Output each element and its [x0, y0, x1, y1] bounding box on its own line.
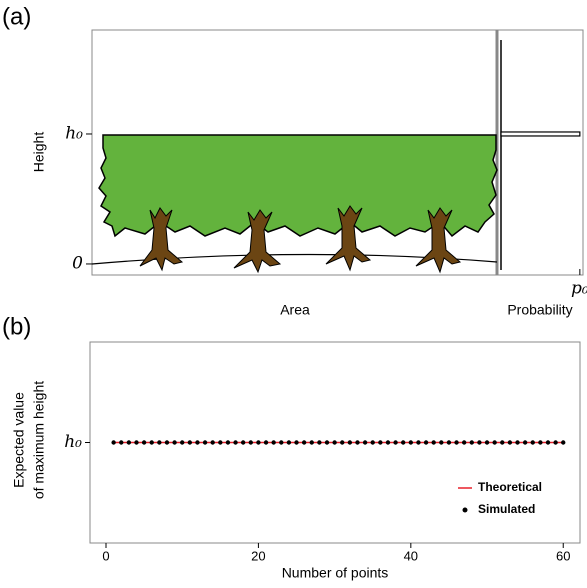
point [317, 440, 321, 444]
point [111, 440, 115, 444]
point [431, 440, 435, 444]
point [233, 440, 237, 444]
point [485, 440, 489, 444]
point [386, 440, 390, 444]
y-axis-label: Expected value [11, 392, 27, 488]
point [454, 440, 458, 444]
point [355, 440, 359, 444]
point [416, 440, 420, 444]
x2-axis-label: Probability [507, 302, 572, 318]
probability-bar [501, 132, 580, 136]
panel-label: (b) [2, 313, 31, 340]
y-axis-label: Height [31, 132, 47, 173]
point [363, 440, 367, 444]
point [195, 440, 199, 444]
point [210, 440, 214, 444]
point [508, 440, 512, 444]
point [279, 440, 283, 444]
point [409, 440, 413, 444]
point [264, 440, 268, 444]
point [325, 440, 329, 444]
legend-label: Theoretical [478, 480, 542, 494]
point [241, 440, 245, 444]
x-axis-label: Area [280, 302, 310, 318]
panel-label: (a) [2, 3, 31, 30]
x2-tick-label: p₀ [571, 279, 587, 299]
x-axis-label: Number of points [282, 565, 389, 581]
point [538, 440, 542, 444]
point [188, 440, 192, 444]
point [424, 440, 428, 444]
point [150, 440, 154, 444]
point [119, 440, 123, 444]
y-axis-label: of maximum height [31, 381, 47, 499]
point [515, 440, 519, 444]
point [393, 440, 397, 444]
y-tick-label: h₀ [64, 432, 82, 452]
point [165, 440, 169, 444]
figure: (a) Height Area Probability (b) Number o… [0, 0, 587, 588]
x-tick-label: 40 [404, 548, 418, 563]
point [348, 440, 352, 444]
legend-label: Simulated [478, 502, 535, 516]
point [256, 440, 260, 444]
y-tick-label: 0 [72, 253, 83, 273]
point [553, 440, 557, 444]
point [310, 440, 314, 444]
point [477, 440, 481, 444]
point [401, 440, 405, 444]
point [294, 440, 298, 444]
point [340, 440, 344, 444]
point [523, 440, 527, 444]
point [172, 440, 176, 444]
point [302, 440, 306, 444]
probability-frame [497, 30, 583, 275]
point [203, 440, 207, 444]
point [142, 440, 146, 444]
point [249, 440, 253, 444]
point [546, 440, 550, 444]
point [332, 440, 336, 444]
point [371, 440, 375, 444]
point [218, 440, 222, 444]
point [378, 440, 382, 444]
point [439, 440, 443, 444]
point [287, 440, 291, 444]
point [500, 440, 504, 444]
point [492, 440, 496, 444]
point [531, 440, 535, 444]
point [180, 440, 184, 444]
point [462, 440, 466, 444]
point [561, 440, 565, 444]
point [447, 440, 451, 444]
point [127, 440, 131, 444]
x-tick-label: 0 [102, 548, 109, 563]
x-tick-label: 60 [556, 548, 570, 563]
point [157, 440, 161, 444]
legend-swatch [463, 508, 468, 513]
y-tick-label: h₀ [65, 123, 83, 143]
point [134, 440, 138, 444]
point [470, 440, 474, 444]
point [226, 440, 230, 444]
point [271, 440, 275, 444]
x-tick-label: 20 [251, 548, 265, 563]
